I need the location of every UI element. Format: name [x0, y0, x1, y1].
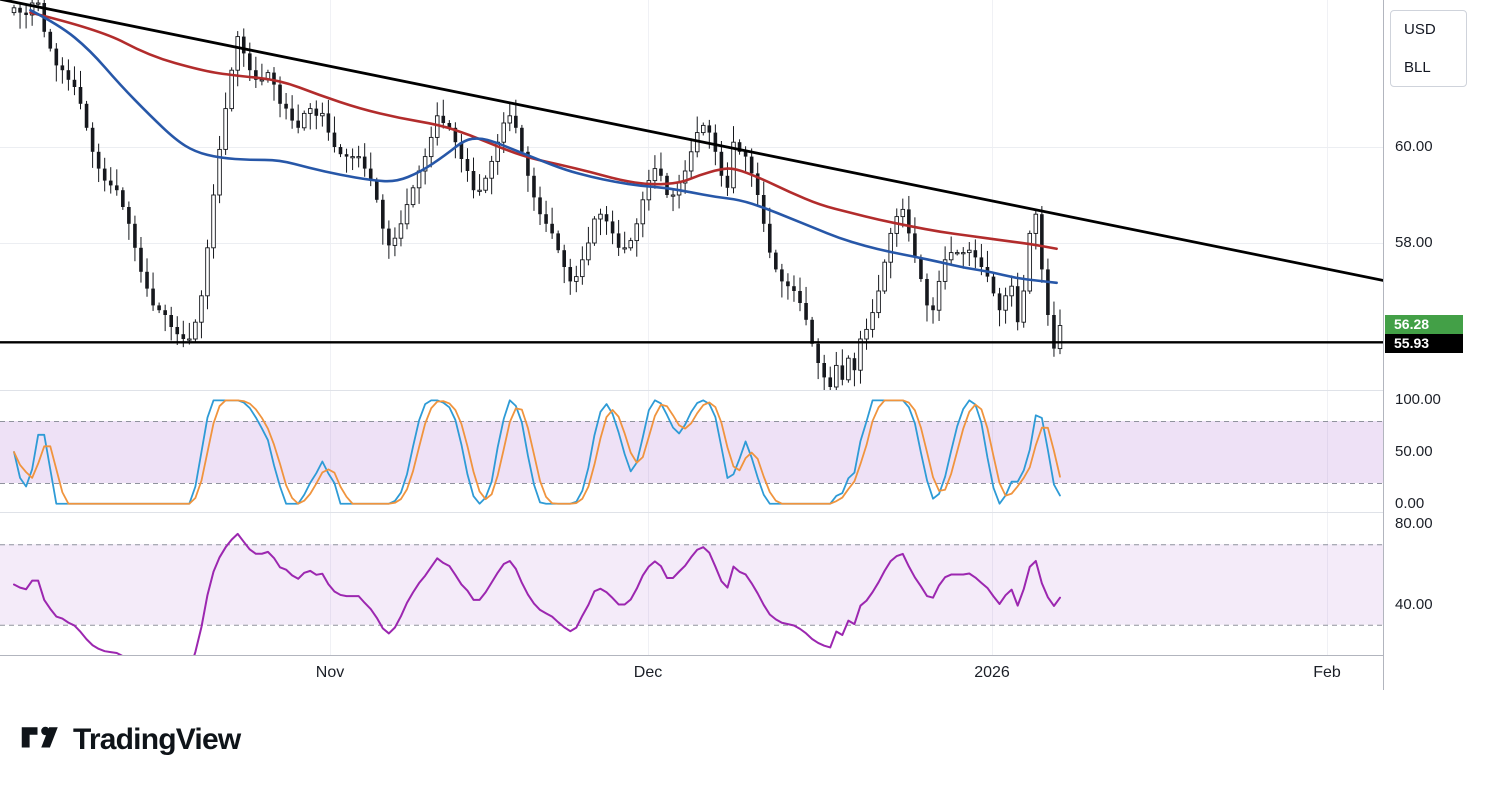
time-label-nov: Nov — [315, 664, 345, 681]
price-axis-border — [1383, 0, 1384, 690]
price-axis-label-58: 58.00 — [1395, 234, 1433, 251]
time-label-dec: Dec — [633, 664, 663, 681]
time-label-feb: Feb — [1313, 664, 1341, 681]
unit-usd-button[interactable]: USD — [1404, 21, 1436, 39]
stoch-axis-label-50: 50.00 — [1395, 443, 1433, 460]
price-axis[interactable]: USD BLL 60.00 58.00 56.28 55.93 100.00 5… — [1384, 0, 1491, 690]
unit-bll-button[interactable]: BLL — [1404, 58, 1431, 76]
tradingview-logo[interactable]: TradingView — [18, 716, 241, 763]
tradingview-logo-text: TradingView — [73, 722, 241, 756]
footer: TradingView — [0, 690, 1491, 787]
tradingview-logo-icon — [18, 716, 60, 763]
support-price-badge: 55.93 — [1385, 334, 1463, 353]
rsi-axis-label-80: 80.00 — [1395, 515, 1433, 532]
time-axis[interactable]: Nov Dec 2026 Feb — [0, 656, 1383, 689]
stoch-axis-label-0: 0.00 — [1395, 495, 1425, 512]
time-label-2026: 2026 — [974, 664, 1010, 681]
stoch-axis-label-100: 100.00 — [1395, 391, 1441, 408]
price-axis-label-60: 60.00 — [1395, 138, 1433, 155]
unit-selector: USD BLL — [1390, 10, 1467, 87]
last-price-badge: 56.28 — [1385, 315, 1463, 334]
chart-plot-canvas[interactable] — [0, 0, 1383, 655]
rsi-axis-label-40: 40.00 — [1395, 596, 1433, 613]
panel-separator-stochastic — [0, 390, 1491, 391]
panel-separator-rsi — [0, 512, 1491, 513]
time-axis-border — [0, 655, 1491, 656]
